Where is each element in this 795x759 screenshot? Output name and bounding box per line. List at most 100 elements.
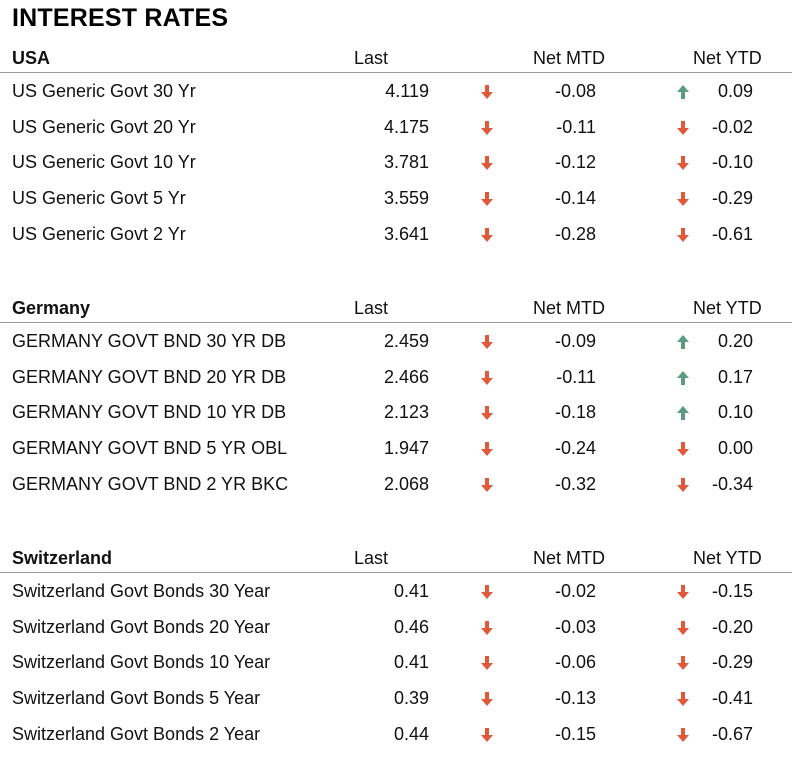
- net-mtd-value: -0.08: [554, 81, 596, 101]
- bond-name: Switzerland Govt Bonds 5 Year: [12, 688, 261, 709]
- net-ytd-value: -0.02: [711, 116, 753, 137]
- bond-name: US Generic Govt 2 Yr: [12, 223, 186, 244]
- bond-name: GERMANY GOVT BND 2 YR BKC: [12, 473, 289, 494]
- net-ytd-value: -0.15: [711, 581, 753, 601]
- arrow-down-icon: [481, 227, 493, 242]
- net-mtd-value: -0.28: [554, 223, 596, 244]
- arrow-down-icon: [677, 585, 689, 599]
- bond-name: Switzerland Govt Bonds 2 Year: [12, 723, 261, 744]
- column-header-net-mtd: Net MTD: [533, 298, 605, 318]
- column-header-net-ytd: Net YTD: [693, 48, 762, 68]
- last-value: 3.781: [383, 152, 429, 173]
- net-mtd-value: -0.06: [554, 652, 596, 673]
- bond-name: Switzerland Govt Bonds 10 Year: [12, 652, 271, 673]
- arrow-down-icon: [677, 656, 689, 671]
- last-value: 1.947: [383, 438, 429, 459]
- arrow-down-icon: [481, 156, 493, 171]
- table-row: US Generic Govt 2 Yr 3.641 -0.28 -0.61: [0, 216, 792, 252]
- net-mtd-value: -0.14: [554, 188, 596, 209]
- bond-name: US Generic Govt 30 Yr: [12, 81, 196, 101]
- net-ytd-value: -0.29: [711, 188, 753, 209]
- last-value: 0.46: [393, 616, 429, 637]
- last-value: 2.068: [383, 473, 429, 494]
- arrow-down-icon: [677, 156, 689, 171]
- net-mtd-value: -0.09: [554, 331, 596, 351]
- last-value: 3.641: [383, 223, 429, 244]
- arrow-down-icon: [481, 620, 493, 635]
- section-header: Switzerland Last Net MTD Net YTD: [0, 546, 792, 573]
- bond-name: GERMANY GOVT BND 30 YR DB: [12, 331, 287, 351]
- table-row: Switzerland Govt Bonds 20 Year 0.46 -0.03 -…: [0, 609, 792, 645]
- arrow-down-icon: [677, 192, 689, 207]
- table-row: GERMANY GOVT BND 2 YR BKC 2.068 -0.32 -0.34: [0, 466, 792, 502]
- last-value: 2.123: [383, 402, 429, 423]
- table-row: GERMANY GOVT BND 5 YR OBL 1.947 -0.24 0.00: [0, 430, 792, 466]
- net-mtd-value: -0.32: [554, 473, 596, 494]
- arrow-down-icon: [677, 442, 689, 457]
- column-header-last: Last: [354, 298, 389, 318]
- last-value: 3.559: [383, 188, 429, 209]
- arrow-up-icon: [677, 406, 689, 421]
- bond-name: US Generic Govt 5 Yr: [12, 188, 186, 209]
- arrow-down-icon: [677, 692, 689, 707]
- column-header-net-mtd: Net MTD: [533, 48, 605, 68]
- section-title: Germany: [12, 298, 91, 318]
- net-ytd-value: 0.17: [717, 366, 753, 387]
- arrow-down-icon: [481, 477, 493, 492]
- net-mtd-value: -0.11: [556, 116, 596, 137]
- net-ytd-value: 0.20: [717, 331, 753, 351]
- bond-name: Switzerland Govt Bonds 30 Year: [12, 581, 271, 601]
- arrow-down-icon: [677, 227, 689, 242]
- net-ytd-value: -0.34: [711, 473, 753, 494]
- section-title: Switzerland: [12, 548, 113, 568]
- section-title: USA: [12, 48, 51, 68]
- section-germany: Germany Last Net MTD Net YTD GERMANY GOVT BN…: [0, 296, 792, 501]
- net-mtd-value: -0.18: [554, 402, 596, 423]
- table-row: US Generic Govt 30 Yr 4.119 -0.08 0.09: [0, 73, 792, 109]
- net-ytd-value: -0.10: [711, 152, 753, 173]
- net-ytd-value: -0.20: [711, 616, 753, 637]
- arrow-down-icon: [677, 120, 689, 135]
- bond-name: GERMANY GOVT BND 10 YR DB: [12, 402, 287, 423]
- column-header-last: Last: [354, 48, 389, 68]
- net-ytd-value: 0.10: [717, 402, 753, 423]
- section-header: Germany Last Net MTD Net YTD: [0, 296, 792, 323]
- table-row: US Generic Govt 20 Yr 4.175 -0.11 -0.02: [0, 109, 792, 145]
- net-ytd-value: 0.00: [717, 438, 753, 459]
- arrow-down-icon: [481, 585, 493, 599]
- net-mtd-value: -0.15: [554, 723, 596, 744]
- section-switzerland: Switzerland Last Net MTD Net YTD Switzerland…: [0, 546, 792, 751]
- arrow-down-icon: [481, 192, 493, 207]
- arrow-down-icon: [677, 727, 689, 742]
- last-value: 0.44: [393, 723, 429, 744]
- arrow-down-icon: [481, 370, 493, 385]
- last-value: 0.41: [393, 581, 429, 601]
- net-mtd-value: -0.13: [554, 688, 596, 709]
- column-header-net-ytd: Net YTD: [693, 298, 762, 318]
- arrow-up-icon: [677, 85, 689, 99]
- arrow-down-icon: [481, 120, 493, 135]
- net-mtd-value: -0.24: [554, 438, 596, 459]
- table-row: US Generic Govt 5 Yr 3.559 -0.14 -0.29: [0, 180, 792, 216]
- arrow-down-icon: [677, 477, 689, 492]
- net-ytd-value: -0.41: [711, 688, 753, 709]
- column-header-last: Last: [354, 548, 389, 568]
- arrow-down-icon: [481, 692, 493, 707]
- arrow-down-icon: [481, 335, 493, 349]
- arrow-down-icon: [481, 406, 493, 421]
- page-title: INTEREST RATES: [12, 4, 229, 32]
- arrow-down-icon: [481, 442, 493, 457]
- arrow-up-icon: [677, 370, 689, 385]
- table-row: US Generic Govt 10 Yr 3.781 -0.12 -0.10: [0, 144, 792, 180]
- arrow-down-icon: [481, 85, 493, 99]
- last-value: 4.119: [385, 81, 429, 101]
- arrow-up-icon: [677, 335, 689, 349]
- last-value: 4.175: [383, 116, 429, 137]
- last-value: 2.459: [383, 331, 429, 351]
- net-ytd-value: -0.61: [711, 223, 753, 244]
- net-ytd-value: 0.09: [717, 81, 753, 101]
- bond-name: Switzerland Govt Bonds 20 Year: [12, 616, 271, 637]
- table-row: Switzerland Govt Bonds 2 Year 0.44 -0.15 -0…: [0, 716, 792, 752]
- bond-name: US Generic Govt 10 Yr: [12, 152, 196, 173]
- net-mtd-value: -0.12: [554, 152, 596, 173]
